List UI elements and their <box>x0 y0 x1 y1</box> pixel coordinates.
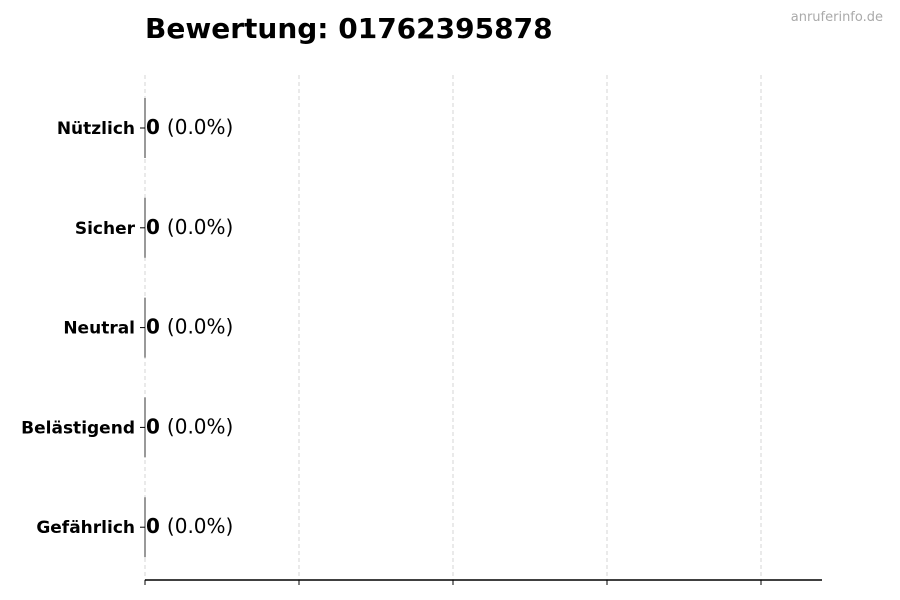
value-label: 0 <box>146 115 160 139</box>
y-tick-label: Sicher <box>75 219 136 239</box>
percent-label: (0.0%) <box>167 215 233 239</box>
value-label: 0 <box>146 315 160 339</box>
y-tick-label: Nützlich <box>57 119 135 139</box>
y-tick-label: Gefährlich <box>36 518 135 538</box>
watermark: anruferinfo.de <box>790 10 883 25</box>
data-label: 0 (0.0%) <box>146 215 233 239</box>
percent-label: (0.0%) <box>167 414 233 438</box>
percent-label: (0.0%) <box>167 514 233 538</box>
data-label: 0 (0.0%) <box>146 315 233 339</box>
chart-title: Bewertung: 01762395878 <box>145 12 553 45</box>
y-tick-label: Neutral <box>63 319 135 339</box>
value-label: 0 <box>146 514 160 538</box>
data-label: 0 (0.0%) <box>146 115 233 139</box>
percent-label: (0.0%) <box>167 115 233 139</box>
value-label: 0 <box>146 414 160 438</box>
data-label: 0 (0.0%) <box>146 514 233 538</box>
value-label: 0 <box>146 215 160 239</box>
data-label: 0 (0.0%) <box>146 414 233 438</box>
percent-label: (0.0%) <box>167 315 233 339</box>
y-tick-label: Belästigend <box>21 418 135 438</box>
